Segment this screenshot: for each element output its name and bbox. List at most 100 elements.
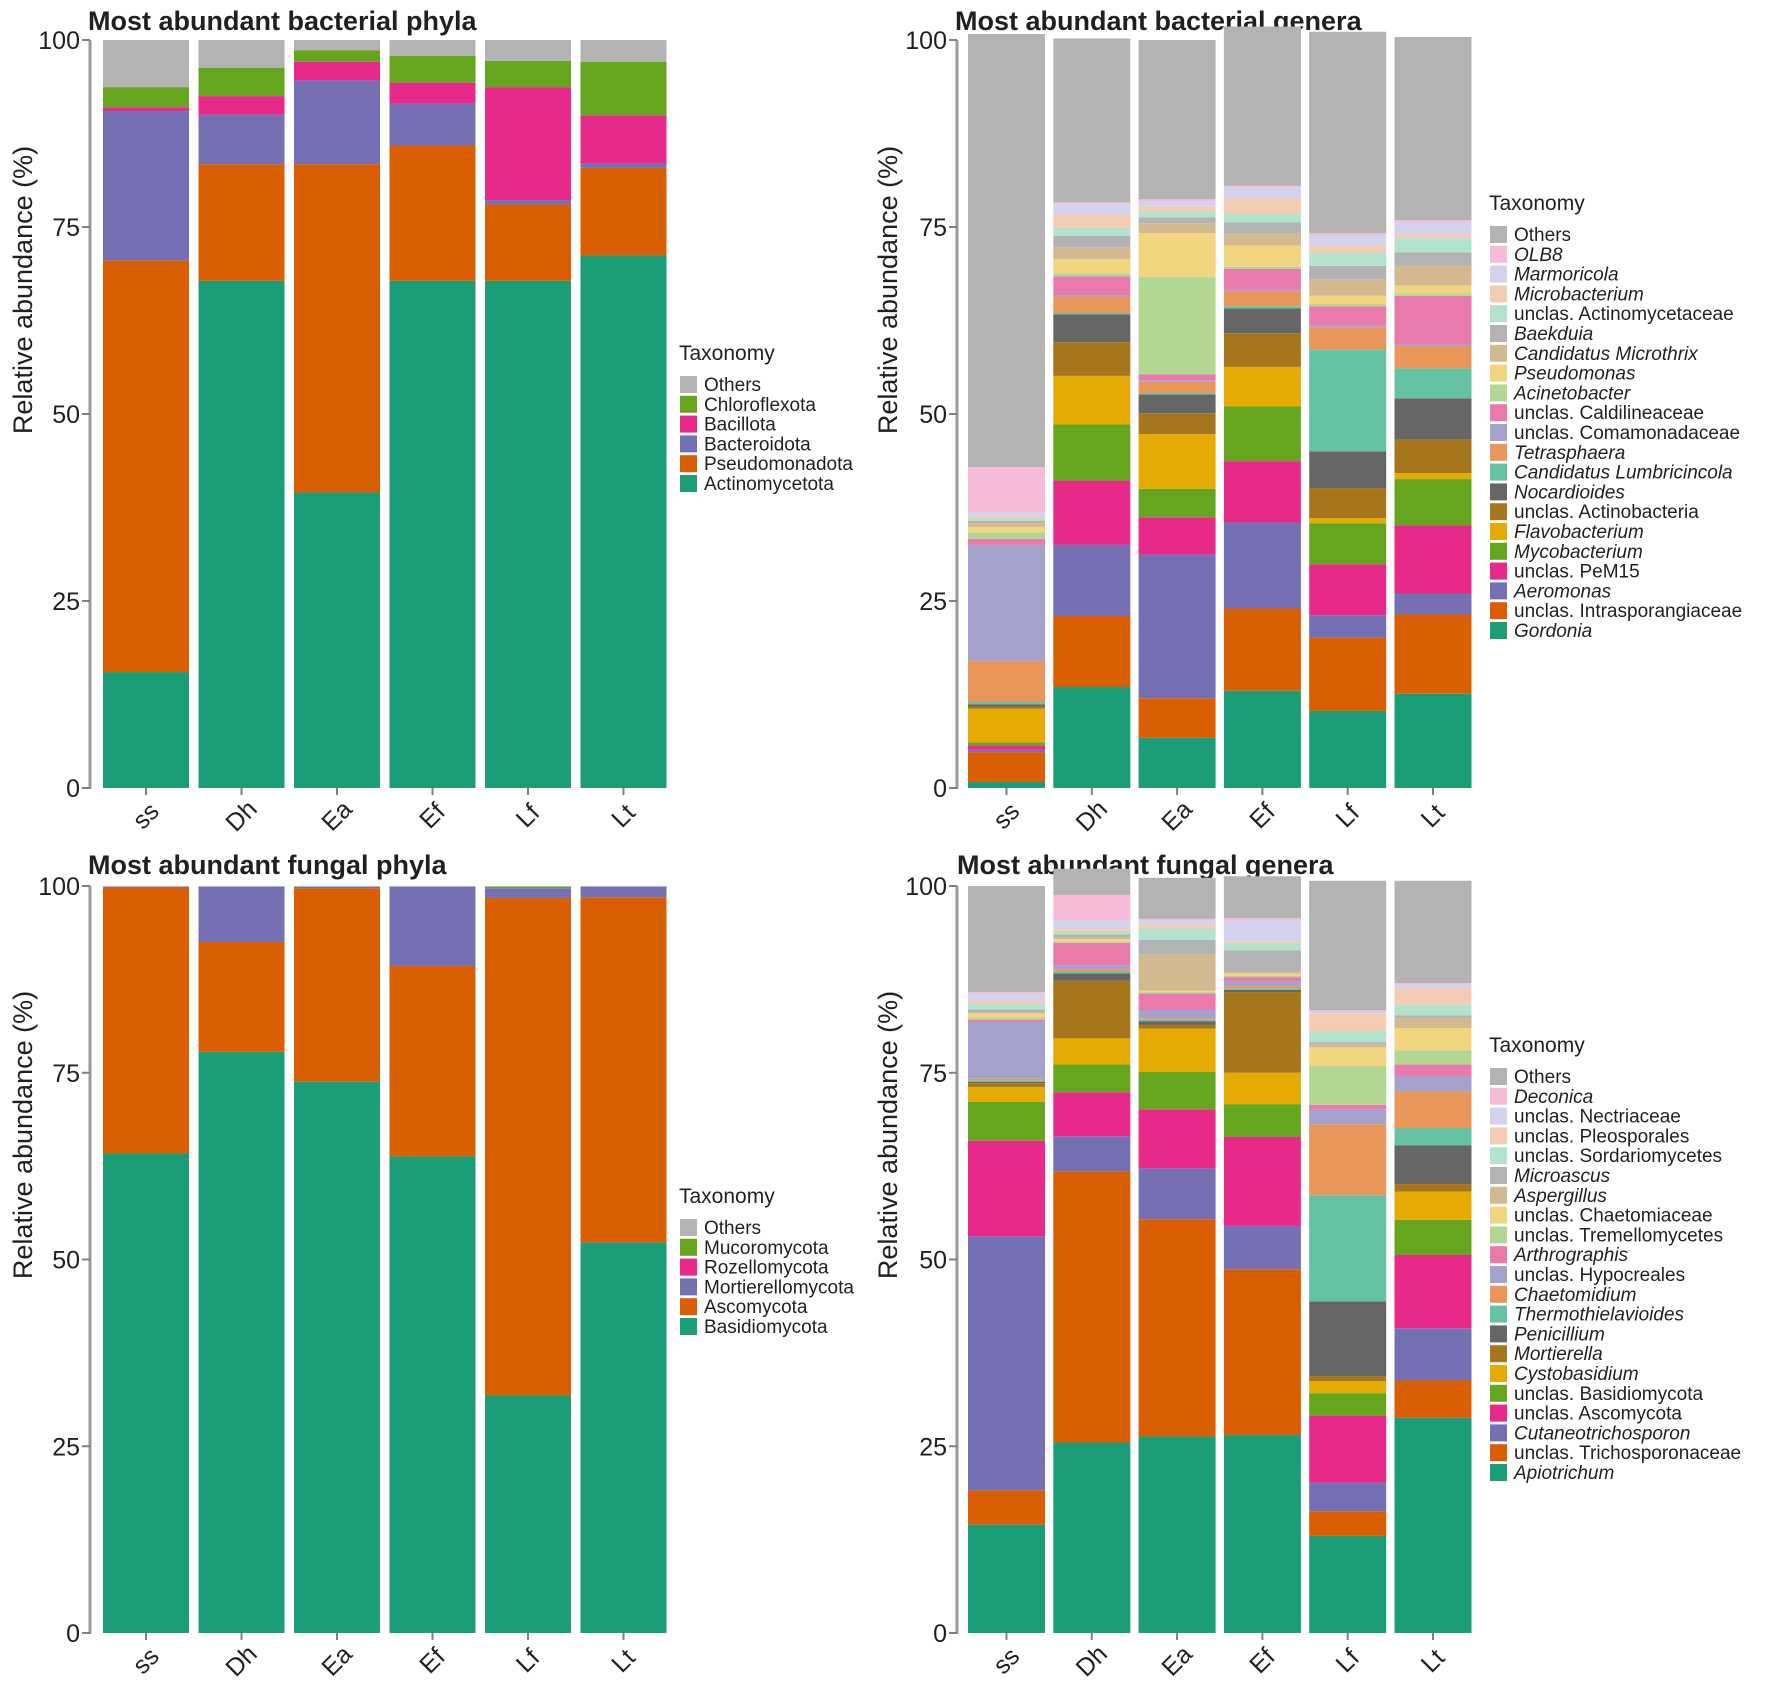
y-tick-label: 75 <box>52 1060 80 1088</box>
y-tick-label: 0 <box>66 775 80 803</box>
x-tick-label: Dh <box>220 1640 262 1682</box>
y-tick-label: 50 <box>919 401 947 429</box>
bar-segment <box>1053 235 1131 248</box>
legend-label: Acinetobacter <box>1513 383 1631 404</box>
bar-segment <box>1138 918 1216 921</box>
legend-label: Cystobasidium <box>1514 1364 1639 1385</box>
legend-swatch <box>1490 1384 1507 1402</box>
bar-segment <box>1053 930 1131 935</box>
legend-swatch <box>1490 602 1507 620</box>
bar-segment <box>1138 381 1216 394</box>
bar-segment <box>1309 349 1387 452</box>
bar-segment <box>103 887 189 1154</box>
bar-segment <box>1138 206 1216 212</box>
legend-label: Microbacterium <box>1514 284 1644 305</box>
legend-swatch <box>1490 305 1507 323</box>
x-tick-label: Dh <box>1071 795 1113 837</box>
legend-swatch <box>1490 1186 1507 1204</box>
bar-segment <box>968 1012 1045 1014</box>
legend-swatch <box>1490 463 1507 481</box>
bar-segment <box>1309 1109 1387 1125</box>
bar-segment <box>1223 289 1301 292</box>
bar-segment <box>485 87 571 201</box>
legend-label: Cutaneotrichosporon <box>1514 1423 1690 1444</box>
legend-label: Pseudomonadota <box>704 454 853 475</box>
legend-swatch <box>1490 622 1507 639</box>
bar-segment <box>1223 187 1301 199</box>
bar-segment <box>580 255 667 788</box>
bar-segment <box>1223 918 1301 921</box>
bar-segment <box>968 992 1045 994</box>
bar-segment <box>389 145 476 281</box>
bar-segment <box>1053 894 1131 921</box>
bar-segment <box>968 1081 1045 1084</box>
bar-segment <box>1138 211 1216 218</box>
legend-label: Microascus <box>1514 1166 1611 1187</box>
bar-segment <box>968 532 1045 539</box>
bar-segment <box>198 164 285 281</box>
bar-segment <box>1053 934 1131 938</box>
bar-segment <box>1053 314 1131 343</box>
legend-swatch <box>680 1318 697 1335</box>
legend-swatch <box>680 435 697 453</box>
legend-swatch <box>1490 1266 1507 1283</box>
bar-segment <box>1053 215 1131 228</box>
panel-title: Most abundant bacterial phyla <box>88 6 478 36</box>
legend-label: Others <box>704 375 761 396</box>
legend-label: Apiotrichum <box>1513 1463 1614 1484</box>
legend-label: Mortierellomycota <box>704 1277 854 1298</box>
x-tick-label: ss <box>127 1642 164 1679</box>
bar-segment <box>389 886 476 966</box>
bar-segment <box>198 114 285 165</box>
bar-segment <box>1394 880 1472 984</box>
legend-swatch <box>1490 1226 1507 1244</box>
bar-segment <box>1309 306 1387 326</box>
bar-segment <box>1394 295 1472 345</box>
bar-segment <box>1138 1024 1216 1029</box>
bar-segment <box>1394 1219 1472 1256</box>
legend-swatch <box>1490 483 1507 501</box>
legend-swatch <box>1490 364 1507 382</box>
bar-segment <box>968 660 1045 702</box>
y-tick-label: 100 <box>38 27 80 55</box>
legend-swatch <box>1490 1147 1507 1165</box>
y-axis-label: Relative abundance (%) <box>873 991 903 1279</box>
bar-segment <box>1223 971 1301 974</box>
x-tick-label: Ef <box>414 1643 451 1680</box>
y-tick-label: 25 <box>919 1433 947 1461</box>
bar-segment <box>968 517 1045 521</box>
legend-swatch <box>1490 1325 1507 1343</box>
bar-segment <box>1138 201 1216 207</box>
bar-segment <box>485 200 571 205</box>
bar-segment <box>968 1236 1045 1491</box>
bar-segment <box>1053 942 1131 966</box>
bar-segment <box>1309 252 1387 266</box>
bar-segment <box>968 1021 1045 1079</box>
bar-segment <box>968 708 1045 743</box>
bar-segment <box>1223 943 1301 951</box>
y-tick-label: 50 <box>52 401 80 429</box>
bar-segment <box>1138 517 1216 555</box>
legend-swatch <box>1490 1365 1507 1382</box>
panel-bacterial-phyla: Most abundant bacterial phyla Relative a… <box>8 6 853 837</box>
bar-segment <box>294 50 380 62</box>
y-axis-label: Relative abundance (%) <box>8 146 38 434</box>
bar-segment <box>1309 1301 1387 1377</box>
bar-segment <box>1138 990 1216 993</box>
legend-swatch <box>1490 562 1507 580</box>
bar-segment <box>389 55 476 83</box>
legend-swatch <box>1490 1167 1507 1184</box>
bar-segment <box>968 1004 1045 1010</box>
bar-segment <box>1223 986 1301 989</box>
legend-swatch <box>680 395 697 413</box>
bar-segment <box>485 204 571 281</box>
x-tick-label: Lf <box>511 1644 546 1679</box>
legend-swatch <box>680 376 697 393</box>
bar-segment <box>1053 296 1131 314</box>
bar-segment <box>1223 973 1301 976</box>
legend-swatch <box>680 1258 697 1276</box>
bar-segment <box>1394 1004 1472 1016</box>
y-tick-label: 100 <box>38 873 80 901</box>
bar-segment <box>1394 238 1472 253</box>
